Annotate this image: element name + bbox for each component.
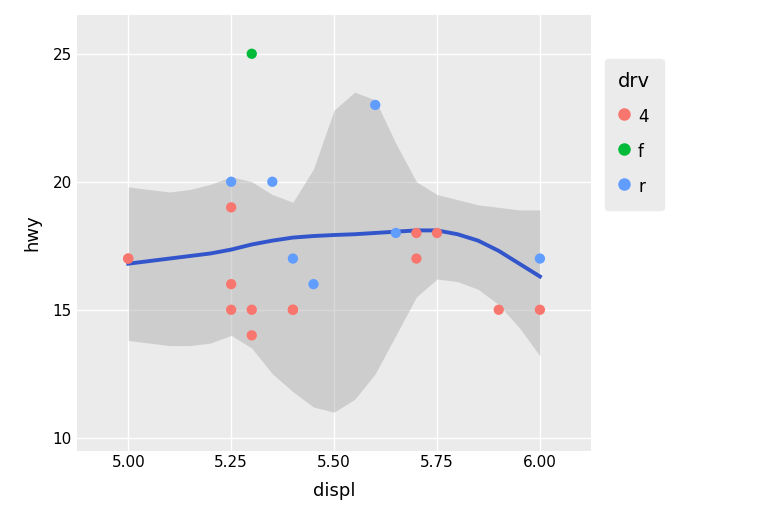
Point — [225, 280, 237, 288]
Point — [534, 254, 546, 263]
X-axis label: displ: displ — [313, 481, 356, 500]
Point — [122, 254, 134, 263]
Legend: 4, f, r: 4, f, r — [605, 58, 664, 210]
Point — [286, 306, 299, 314]
Point — [307, 280, 319, 288]
Point — [246, 306, 258, 314]
Point — [225, 203, 237, 211]
Point — [286, 306, 299, 314]
Point — [225, 306, 237, 314]
Point — [286, 254, 299, 263]
Point — [225, 178, 237, 186]
Y-axis label: hwy: hwy — [24, 215, 41, 251]
Point — [410, 254, 422, 263]
Point — [266, 178, 279, 186]
Point — [389, 229, 402, 237]
Point — [246, 331, 258, 339]
Point — [122, 254, 134, 263]
Point — [534, 306, 546, 314]
Point — [246, 50, 258, 58]
Point — [369, 101, 382, 109]
Point — [431, 229, 443, 237]
Point — [410, 229, 422, 237]
Point — [492, 306, 505, 314]
